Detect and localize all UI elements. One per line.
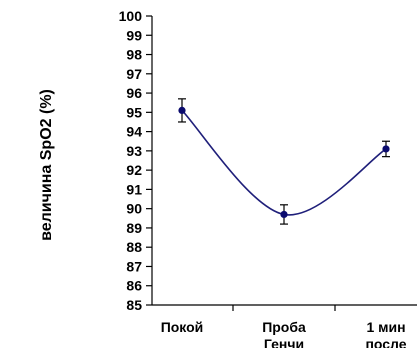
data-point bbox=[382, 145, 390, 153]
y-axis: 85 86 87 88 89 90 91 92 93 94 95 96 97 98 99 100 bbox=[119, 8, 153, 313]
x-tick-label: Покой bbox=[161, 319, 204, 335]
y-tick-label: 86 bbox=[126, 278, 142, 294]
data-point bbox=[280, 210, 288, 219]
y-tick-label: 100 bbox=[119, 8, 143, 24]
y-tick-label: 88 bbox=[126, 239, 142, 255]
y-axis-title: величина SpO2 (%) bbox=[38, 89, 55, 241]
y-tick-label: 89 bbox=[126, 220, 142, 236]
y-tick-label: 99 bbox=[126, 27, 142, 43]
y-tick-label: 85 bbox=[126, 297, 142, 313]
y-tick-label: 94 bbox=[126, 124, 142, 140]
y-tick-label: 93 bbox=[126, 143, 142, 159]
y-tick-label: 97 bbox=[126, 66, 142, 82]
series-line bbox=[181, 109, 387, 216]
y-tick-label: 90 bbox=[126, 201, 142, 217]
y-tick-label: 96 bbox=[126, 85, 142, 101]
series bbox=[178, 98, 390, 225]
x-axis: Покой Проба Генчи 1 мин после bbox=[152, 304, 417, 348]
y-tick-label: 92 bbox=[126, 162, 142, 178]
y-tick-label: 98 bbox=[126, 47, 142, 63]
y-tick-label: 91 bbox=[126, 181, 142, 197]
x-tick-label: Проба Генчи bbox=[262, 319, 306, 348]
x-tick-label: 1 мин после bbox=[365, 319, 406, 348]
data-point bbox=[178, 106, 186, 115]
y-tick-label: 87 bbox=[126, 258, 142, 274]
y-tick-label: 95 bbox=[126, 104, 142, 120]
